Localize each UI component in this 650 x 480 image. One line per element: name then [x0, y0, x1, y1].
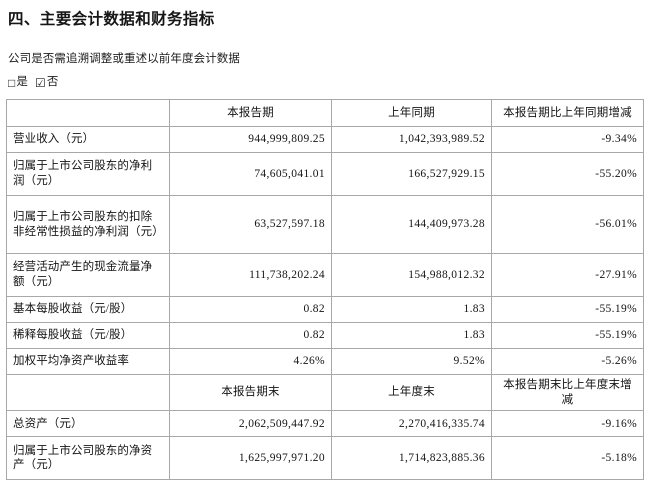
header-current-period: 本报告期	[169, 99, 332, 127]
row-current-value: 74,605,041.01	[169, 152, 332, 196]
row-previous-value: 154,988,012.32	[331, 253, 492, 297]
choice-yes-label: 是	[16, 76, 28, 89]
row-change-value: -5.26%	[491, 348, 644, 375]
row-change-value: -5.18%	[491, 436, 644, 480]
row-change-value: -9.16%	[491, 410, 644, 438]
table-row: 加权平均净资产收益率 4.26% 9.52% -5.26%	[6, 348, 644, 375]
row-change-value: -55.19%	[491, 296, 644, 323]
choice-no[interactable]: ☑ 否	[35, 77, 58, 89]
row-previous-value: 1.83	[331, 296, 492, 323]
row-previous-value: 9.52%	[331, 348, 492, 375]
row-previous-value: 1.83	[331, 322, 492, 349]
header-period-end-change: 本报告期末比上年度末增减	[491, 373, 644, 412]
table-row: 归属于上市公司股东的净利润（元） 74,605,041.01 166,527,9…	[6, 152, 644, 196]
table-header-row-endofperiod: 本报告期末 上年度末 本报告期末比上年度末增减	[6, 373, 644, 412]
row-change-value: -9.34%	[491, 126, 644, 153]
row-change-value: -55.20%	[491, 152, 644, 196]
table-row: 总资产（元） 2,062,509,447.92 2,270,416,335.74…	[6, 410, 644, 438]
checked-checkbox-icon[interactable]: ☑	[34, 76, 46, 90]
row-current-value: 2,062,509,447.92	[169, 410, 332, 438]
row-previous-value: 1,042,393,989.52	[331, 126, 492, 153]
row-label: 稀释每股收益（元/股）	[6, 322, 170, 349]
row-current-value: 63,527,597.18	[169, 195, 332, 254]
row-previous-value: 2,270,416,335.74	[331, 410, 492, 438]
row-label: 归属于上市公司股东的净资产（元）	[6, 436, 170, 480]
financial-report-page: 四、主要会计数据和财务指标 公司是否需追溯调整或重述以前年度会计数据 □ 是 ☑ 否…	[0, 8, 650, 480]
row-previous-value: 144,409,973.28	[331, 195, 492, 254]
row-current-value: 0.82	[169, 322, 332, 349]
row-label: 加权平均净资产收益率	[6, 348, 170, 375]
header-current-period-end: 本报告期末	[169, 373, 332, 412]
row-previous-value: 1,714,823,885.36	[331, 436, 492, 480]
table-row: 经营活动产生的现金流量净额（元） 111,738,202.24 154,988,…	[6, 253, 644, 297]
row-label: 归属于上市公司股东的扣除非经常性损益的净利润（元）	[6, 195, 170, 254]
row-change-value: -27.91%	[491, 253, 644, 297]
retrospective-adjustment-question: 公司是否需追溯调整或重述以前年度会计数据	[8, 52, 240, 65]
row-current-value: 111,738,202.24	[169, 253, 332, 297]
unchecked-checkbox-icon[interactable]: □	[8, 76, 16, 90]
table-header-row-period: 本报告期 上年同期 本报告期比上年同期增减	[6, 99, 644, 127]
row-label: 归属于上市公司股东的净利润（元）	[6, 152, 170, 196]
header-previous-year-end: 上年度末	[331, 373, 492, 412]
row-label: 经营活动产生的现金流量净额（元）	[6, 253, 170, 297]
header-corner-cell	[6, 99, 170, 127]
row-change-value: -55.19%	[491, 322, 644, 349]
table-row: 归属于上市公司股东的净资产（元） 1,625,997,971.20 1,714,…	[6, 436, 644, 480]
row-label: 营业收入（元）	[6, 126, 170, 153]
header-previous-period: 上年同期	[331, 99, 492, 127]
table-row: 基本每股收益（元/股） 0.82 1.83 -55.19%	[6, 296, 644, 323]
table-row: 营业收入（元） 944,999,809.25 1,042,393,989.52 …	[6, 126, 644, 153]
row-current-value: 1,625,997,971.20	[169, 436, 332, 480]
row-label: 基本每股收益（元/股）	[6, 296, 170, 323]
page-title: 四、主要会计数据和财务指标	[8, 11, 215, 28]
row-previous-value: 166,527,929.15	[331, 152, 492, 196]
choice-yes[interactable]: □ 是	[8, 77, 28, 89]
row-current-value: 944,999,809.25	[169, 126, 332, 153]
row-current-value: 0.82	[169, 296, 332, 323]
choice-no-label: 否	[46, 76, 59, 89]
table-row: 归属于上市公司股东的扣除非经常性损益的净利润（元） 63,527,597.18 …	[6, 195, 644, 254]
header-period-change: 本报告期比上年同期增减	[491, 99, 644, 127]
row-current-value: 4.26%	[169, 348, 332, 375]
table-row: 稀释每股收益（元/股） 0.82 1.83 -55.19%	[6, 322, 644, 349]
row-label: 总资产（元）	[6, 410, 170, 438]
key-accounting-data-table: 本报告期 上年同期 本报告期比上年同期增减 营业收入（元） 944,999,80…	[6, 99, 644, 480]
header-corner-cell-2	[6, 373, 170, 412]
retrospective-adjustment-choices: □ 是 ☑ 否	[8, 77, 644, 89]
row-change-value: -56.01%	[491, 195, 644, 254]
